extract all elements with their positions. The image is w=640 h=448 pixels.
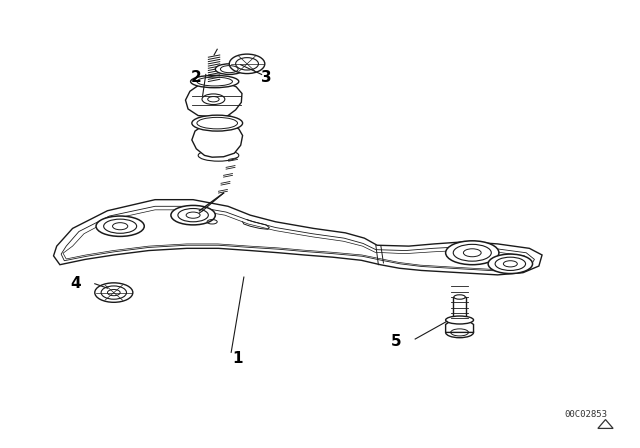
Ellipse shape	[191, 75, 239, 88]
Text: 1: 1	[232, 351, 243, 366]
Ellipse shape	[445, 327, 474, 338]
Ellipse shape	[215, 64, 243, 74]
Ellipse shape	[445, 241, 499, 265]
Text: 3: 3	[260, 70, 271, 86]
Ellipse shape	[96, 216, 144, 237]
Text: 4: 4	[70, 276, 81, 291]
Polygon shape	[445, 320, 474, 332]
Text: 5: 5	[391, 334, 401, 349]
Text: 00C02853: 00C02853	[564, 410, 607, 419]
Ellipse shape	[171, 206, 215, 225]
Ellipse shape	[192, 115, 243, 131]
Ellipse shape	[454, 295, 465, 299]
Polygon shape	[453, 297, 466, 320]
Polygon shape	[192, 123, 243, 157]
Ellipse shape	[488, 254, 532, 274]
Ellipse shape	[95, 283, 133, 302]
Ellipse shape	[229, 54, 265, 73]
Ellipse shape	[198, 150, 239, 161]
Polygon shape	[186, 82, 242, 117]
Ellipse shape	[445, 316, 474, 324]
Polygon shape	[54, 200, 542, 275]
Text: 2: 2	[191, 70, 202, 86]
